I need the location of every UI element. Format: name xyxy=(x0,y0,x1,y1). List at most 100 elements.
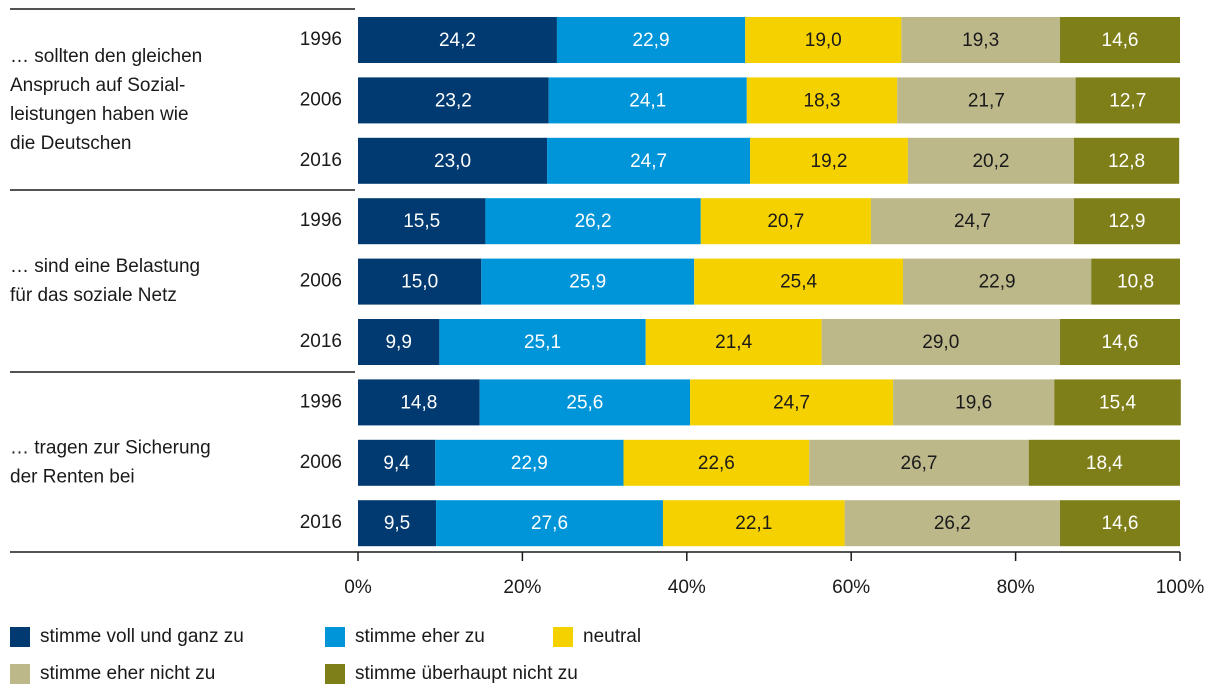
bar-segment xyxy=(662,500,845,547)
group-label: … tragen zur Sicherung xyxy=(10,437,211,458)
bar-segment xyxy=(623,439,810,486)
bar-segment xyxy=(1073,198,1180,245)
bar-segment xyxy=(1054,379,1181,426)
group-label: die Deutschen xyxy=(10,133,131,154)
bar-segment xyxy=(897,77,1076,124)
bar-segment xyxy=(907,137,1074,184)
y-tick-label: 2016 xyxy=(300,331,342,352)
bar-segment xyxy=(358,198,486,245)
value-label: 12,7 xyxy=(1109,90,1146,111)
value-label: 19,6 xyxy=(955,392,992,413)
value-label: 24,7 xyxy=(954,211,991,232)
bar-segment xyxy=(1028,439,1180,486)
legend-swatch xyxy=(325,664,345,684)
legend-label: stimme eher zu xyxy=(355,626,485,647)
value-label: 18,4 xyxy=(1086,453,1123,474)
bar-segment xyxy=(694,258,903,305)
value-label: 25,9 xyxy=(569,272,606,293)
bar-segment xyxy=(358,500,437,547)
x-tick-label: 80% xyxy=(997,577,1035,598)
value-label: 26,2 xyxy=(934,513,971,534)
y-tick-label: 2006 xyxy=(300,271,342,292)
bar-segment xyxy=(902,258,1092,305)
bar-segment xyxy=(485,198,701,245)
y-tick-label: 2016 xyxy=(300,512,342,533)
bar-segment xyxy=(556,17,746,63)
value-label: 29,0 xyxy=(922,332,959,353)
bar-segment xyxy=(481,258,695,305)
group-label: Anspruch auf Sozial- xyxy=(10,75,185,96)
value-label: 12,8 xyxy=(1108,151,1145,172)
bar-segment xyxy=(358,77,549,124)
bar-segment xyxy=(1075,77,1180,124)
legend-label: stimme eher nicht zu xyxy=(40,663,215,684)
bar-segment xyxy=(1091,258,1180,305)
bar-segment xyxy=(746,77,898,124)
x-tick-label: 60% xyxy=(832,577,870,598)
bar-segment xyxy=(479,379,691,426)
group-label: … sollten den gleichen xyxy=(10,46,202,67)
value-label: 24,2 xyxy=(439,30,476,51)
bar-segment xyxy=(821,319,1060,365)
bar-segment xyxy=(700,198,871,245)
y-tick-label: 2006 xyxy=(300,89,342,110)
bar-segment xyxy=(901,17,1060,63)
value-label: 22,6 xyxy=(698,453,735,474)
value-label: 25,4 xyxy=(780,272,817,293)
y-tick-label: 1996 xyxy=(300,210,342,231)
value-label: 21,7 xyxy=(968,90,1005,111)
value-label: 20,2 xyxy=(972,151,1009,172)
y-tick-label: 2006 xyxy=(300,452,342,473)
value-label: 10,8 xyxy=(1117,272,1154,293)
value-label: 15,0 xyxy=(401,272,438,293)
group-label: leistungen haben wie xyxy=(10,104,189,125)
group-label: der Renten bei xyxy=(10,466,135,487)
bar-segment xyxy=(435,439,624,486)
value-label: 24,7 xyxy=(773,392,810,413)
value-label: 9,4 xyxy=(383,453,410,474)
legend-label: stimme voll und ganz zu xyxy=(40,626,244,647)
value-label: 12,9 xyxy=(1108,211,1145,232)
x-tick-label: 40% xyxy=(668,577,706,598)
value-label: 24,1 xyxy=(629,90,666,111)
bar-segment xyxy=(358,379,480,426)
y-tick-label: 1996 xyxy=(300,29,342,50)
bar-segment xyxy=(1073,137,1180,184)
bar-segment xyxy=(358,137,548,184)
value-label: 25,1 xyxy=(524,332,561,353)
value-label: 20,7 xyxy=(767,211,804,232)
group-label: … sind eine Belastung xyxy=(10,256,200,277)
bar-segment xyxy=(439,319,646,365)
legend-swatch xyxy=(553,627,573,647)
x-tick-label: 0% xyxy=(344,577,372,598)
legend-swatch xyxy=(10,627,30,647)
value-label: 22,9 xyxy=(511,453,548,474)
value-label: 9,9 xyxy=(385,332,411,353)
value-label: 14,6 xyxy=(1102,332,1139,353)
value-label: 25,6 xyxy=(566,392,603,413)
value-label: 21,4 xyxy=(715,332,752,353)
bar-segment xyxy=(809,439,1029,486)
value-label: 14,8 xyxy=(400,392,437,413)
legend-swatch xyxy=(325,627,345,647)
value-label: 9,5 xyxy=(384,513,410,534)
value-label: 14,6 xyxy=(1102,513,1139,534)
bar-segment xyxy=(548,77,747,124)
value-label: 26,2 xyxy=(575,211,612,232)
value-label: 18,3 xyxy=(804,90,841,111)
bar-segment xyxy=(844,500,1060,547)
value-label: 23,2 xyxy=(435,90,472,111)
bar-segment xyxy=(358,258,482,305)
value-label: 15,4 xyxy=(1099,392,1136,413)
bar-segment xyxy=(1059,17,1180,63)
group-label: für das soziale Netz xyxy=(10,285,177,306)
value-label: 26,7 xyxy=(901,453,938,474)
value-label: 15,5 xyxy=(403,211,440,232)
bar-segment xyxy=(870,198,1074,245)
value-label: 14,6 xyxy=(1102,30,1139,51)
x-tick-label: 100% xyxy=(1156,577,1205,598)
value-label: 22,1 xyxy=(735,513,772,534)
bar-segment xyxy=(645,319,822,365)
value-label: 22,9 xyxy=(633,30,670,51)
bar-segment xyxy=(1059,319,1180,365)
